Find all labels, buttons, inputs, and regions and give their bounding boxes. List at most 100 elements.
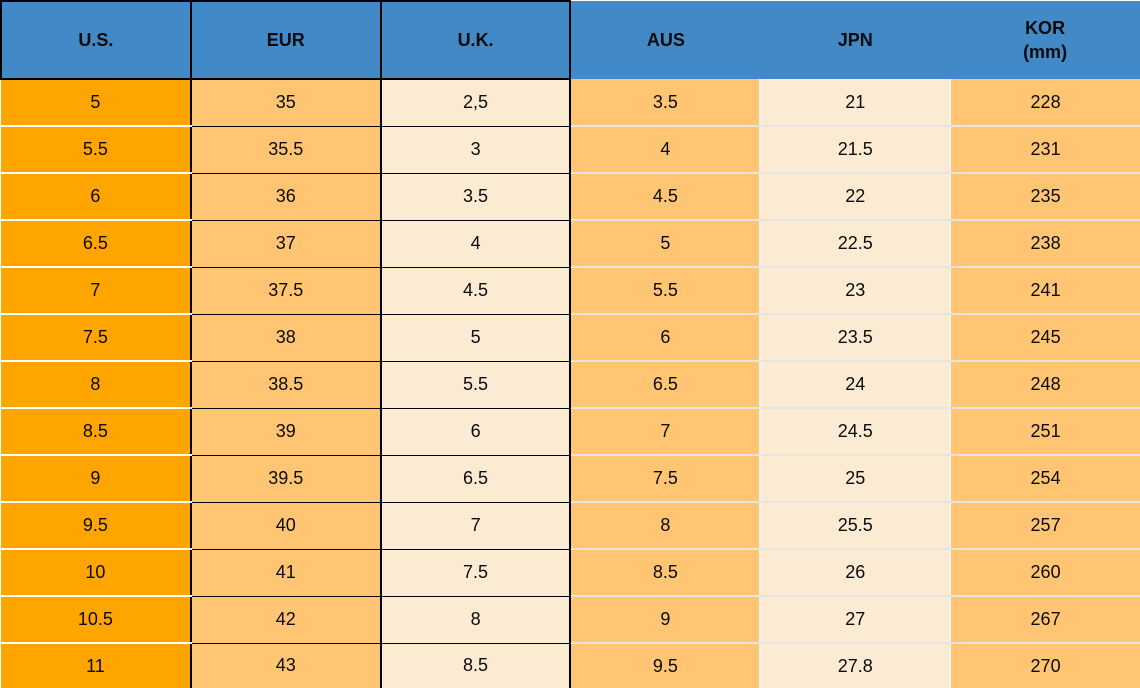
- cell-uk: 3.5: [379, 173, 572, 221]
- column-header-us: U.S.: [0, 0, 192, 80]
- cell-kor: 235: [950, 173, 1140, 221]
- cell-eur: 38: [189, 314, 382, 362]
- cell-eur: 40: [189, 502, 382, 550]
- cell-us: 7: [1, 267, 192, 315]
- cell-kor: 238: [950, 220, 1140, 268]
- table-row: 7.5 38 5 6 23.5 245: [1, 314, 1140, 362]
- table-row: 8 38.5 5.5 6.5 24 248: [1, 361, 1140, 409]
- cell-aus: 7: [570, 408, 762, 456]
- column-header-label: JPN: [837, 29, 873, 50]
- cell-eur: 41: [189, 549, 382, 597]
- cell-aus: 6.5: [570, 361, 762, 409]
- column-header-label: AUS: [646, 29, 685, 50]
- cell-kor: 267: [950, 596, 1140, 644]
- cell-uk: 6: [379, 408, 572, 456]
- cell-uk: 4: [379, 220, 572, 268]
- cell-aus: 9: [570, 596, 762, 644]
- cell-uk: 6.5: [379, 455, 572, 503]
- cell-aus: 8.5: [570, 549, 762, 597]
- cell-aus: 4: [570, 126, 762, 174]
- cell-eur: 37.5: [189, 267, 382, 315]
- cell-us: 6.5: [1, 220, 192, 268]
- header-row: U.S. EUR U.K. AUS JPN KOR (mm): [0, 0, 1140, 80]
- cell-jpn: 27.8: [760, 643, 952, 688]
- cell-uk: 5: [379, 314, 572, 362]
- cell-uk: 5.5: [379, 361, 572, 409]
- cell-aus: 7.5: [570, 455, 762, 503]
- table-row: 5.5 35.5 3 4 21.5 231: [1, 126, 1140, 174]
- column-header-label: U.S.: [78, 29, 114, 50]
- cell-kor: 257: [950, 502, 1140, 550]
- cell-us: 10: [1, 549, 192, 597]
- cell-us: 11: [1, 643, 192, 688]
- table-row: 10.5 42 8 9 27 267: [1, 596, 1140, 644]
- table-row: 10 41 7.5 8.5 26 260: [1, 549, 1140, 597]
- cell-eur: 43: [189, 643, 382, 688]
- cell-aus: 3.5: [570, 79, 762, 127]
- cell-uk: 7.5: [379, 549, 572, 597]
- column-header-jpn: JPN: [760, 1, 951, 79]
- cell-uk: 4.5: [379, 267, 572, 315]
- table-header: U.S. EUR U.K. AUS JPN KOR (mm): [0, 0, 1140, 80]
- cell-jpn: 24.5: [760, 408, 952, 456]
- cell-kor: 254: [950, 455, 1140, 503]
- cell-kor: 245: [950, 314, 1140, 362]
- cell-jpn: 22: [760, 173, 952, 221]
- cell-jpn: 27: [760, 596, 952, 644]
- cell-us: 8.5: [1, 408, 192, 456]
- cell-us: 7.5: [1, 314, 192, 362]
- table-row: 7 37.5 4.5 5.5 23 241: [1, 267, 1140, 315]
- column-header-kor: KOR (mm): [950, 1, 1140, 79]
- table-row: 8.5 39 6 7 24.5 251: [1, 408, 1140, 456]
- cell-jpn: 23.5: [760, 314, 952, 362]
- cell-uk: 8.5: [379, 643, 572, 688]
- cell-kor: 251: [950, 408, 1140, 456]
- cell-us: 9.5: [1, 502, 192, 550]
- cell-aus: 6: [570, 314, 762, 362]
- cell-jpn: 25: [760, 455, 952, 503]
- cell-jpn: 21: [760, 79, 952, 127]
- cell-uk: 2,5: [379, 79, 572, 127]
- cell-us: 9: [1, 455, 192, 503]
- cell-us: 8: [1, 361, 192, 409]
- cell-eur: 39.5: [189, 455, 382, 503]
- table-row: 11 43 8.5 9.5 27.8 270: [1, 643, 1140, 688]
- column-header-label: KOR: [1025, 17, 1066, 38]
- cell-eur: 37: [189, 220, 382, 268]
- cell-aus: 9.5: [570, 643, 762, 688]
- cell-kor: 260: [950, 549, 1140, 597]
- table-row: 6 36 3.5 4.5 22 235: [1, 173, 1140, 221]
- cell-eur: 38.5: [189, 361, 382, 409]
- table-row: 5 35 2,5 3.5 21 228: [1, 79, 1140, 127]
- cell-kor: 241: [950, 267, 1140, 315]
- column-header-uk: U.K.: [379, 0, 572, 80]
- cell-eur: 39: [189, 408, 382, 456]
- cell-uk: 3: [379, 126, 572, 174]
- column-header-label: U.K.: [457, 29, 494, 50]
- cell-kor: 231: [950, 126, 1140, 174]
- column-header-label: EUR: [266, 29, 305, 50]
- cell-jpn: 21.5: [760, 126, 952, 174]
- table-body: 5 35 2,5 3.5 21 228 5.5 35.5 3 4 21.5 231 6 36 3.5 4.5 2…: [1, 79, 1140, 688]
- cell-aus: 5: [570, 220, 762, 268]
- cell-jpn: 26: [760, 549, 952, 597]
- cell-kor: 228: [950, 79, 1140, 127]
- cell-eur: 36: [189, 173, 382, 221]
- cell-aus: 8: [570, 502, 762, 550]
- column-header-eur: EUR: [189, 0, 382, 80]
- cell-us: 5: [1, 79, 192, 127]
- table-row: 6.5 37 4 5 22.5 238: [1, 220, 1140, 268]
- cell-jpn: 22.5: [760, 220, 952, 268]
- cell-us: 10.5: [1, 596, 192, 644]
- table-row: 9 39.5 6.5 7.5 25 254: [1, 455, 1140, 503]
- cell-aus: 4.5: [570, 173, 762, 221]
- column-header-aus: AUS: [570, 1, 761, 79]
- cell-eur: 35.5: [189, 126, 382, 174]
- column-header-label-group: KOR (mm): [950, 16, 1140, 65]
- cell-aus: 5.5: [570, 267, 762, 315]
- cell-eur: 42: [189, 596, 382, 644]
- cell-uk: 8: [379, 596, 572, 644]
- cell-eur: 35: [189, 79, 382, 127]
- cell-us: 6: [1, 173, 192, 221]
